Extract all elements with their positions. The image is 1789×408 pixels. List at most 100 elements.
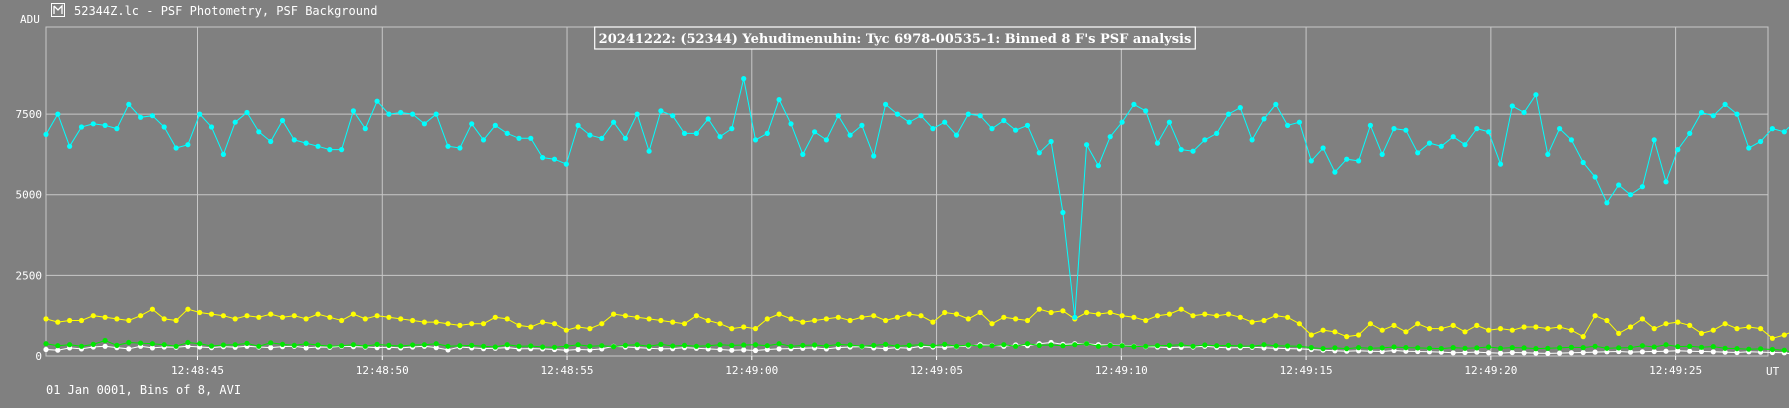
data-point <box>1356 345 1362 351</box>
data-point <box>1722 349 1728 355</box>
data-point <box>1568 327 1574 333</box>
data-point <box>457 322 463 328</box>
data-point <box>729 342 735 348</box>
data-point <box>1486 350 1492 356</box>
data-point <box>1285 314 1291 320</box>
data-point <box>681 321 688 327</box>
data-point <box>303 345 309 351</box>
data-point <box>835 113 841 119</box>
data-point <box>208 311 215 317</box>
data-point <box>1107 309 1113 316</box>
y-axis-label: ADU <box>20 13 40 26</box>
data-point <box>126 339 132 346</box>
data-point <box>1225 342 1232 348</box>
data-point <box>1580 334 1586 340</box>
data-point <box>398 343 404 349</box>
data-point <box>741 342 747 348</box>
data-point <box>1450 350 1456 356</box>
data-point <box>1438 143 1444 149</box>
data-point <box>1332 329 1338 335</box>
data-point <box>350 311 356 317</box>
series-line <box>43 337 1789 353</box>
data-point <box>942 309 948 316</box>
data-point <box>800 319 806 325</box>
data-point <box>1580 349 1586 356</box>
data-point <box>1036 342 1042 348</box>
data-point <box>90 341 96 347</box>
data-point <box>339 147 345 153</box>
data-point <box>587 326 593 332</box>
data-point <box>906 342 912 348</box>
data-point <box>1060 209 1066 216</box>
data-point <box>445 143 451 149</box>
data-point <box>1166 342 1172 348</box>
data-point <box>1710 344 1716 350</box>
data-point <box>421 319 427 325</box>
data-point <box>1722 101 1728 107</box>
data-point <box>1095 343 1101 349</box>
data-point <box>469 121 475 127</box>
data-point <box>717 346 723 353</box>
data-point <box>906 119 912 125</box>
data-point <box>1095 163 1101 169</box>
data-point <box>622 313 629 319</box>
data-point <box>1320 346 1326 352</box>
data-point <box>1379 327 1385 333</box>
data-point <box>1273 313 1279 319</box>
data-point <box>1497 161 1504 167</box>
data-point <box>1072 314 1078 320</box>
data-point <box>1639 316 1645 322</box>
data-point <box>185 339 191 346</box>
data-point <box>1604 200 1610 206</box>
data-point <box>1474 345 1480 351</box>
data-point <box>1214 313 1220 319</box>
data-point <box>492 122 498 128</box>
data-point <box>1166 311 1172 317</box>
data-point <box>670 319 676 325</box>
data-point <box>1580 345 1586 351</box>
data-point <box>930 319 936 325</box>
data-point <box>918 113 924 119</box>
data-point <box>90 313 96 319</box>
data-point <box>1344 346 1350 352</box>
data-point <box>871 153 877 159</box>
data-point <box>244 313 250 319</box>
data-point <box>268 311 274 317</box>
data-point <box>1746 324 1752 330</box>
data-point <box>930 126 936 132</box>
data-point <box>350 342 356 348</box>
data-point <box>575 342 581 348</box>
data-point <box>776 341 782 347</box>
data-point <box>1734 349 1740 356</box>
data-point <box>1356 158 1362 164</box>
data-point <box>1568 350 1574 356</box>
data-point <box>551 321 558 327</box>
data-point <box>1545 151 1551 157</box>
data-point <box>1474 126 1480 132</box>
data-point <box>1651 326 1657 332</box>
data-point <box>197 341 203 347</box>
chart-title-frame <box>594 26 1196 50</box>
data-point <box>1462 349 1468 356</box>
data-point <box>1119 343 1125 349</box>
data-point <box>90 121 96 127</box>
chart-title-box: 20241222: (52344) Yehudimenuhin: Tyc 697… <box>594 26 1196 50</box>
data-point <box>1273 101 1279 107</box>
data-point <box>634 111 640 117</box>
data-point <box>823 137 830 143</box>
data-point <box>1592 174 1598 180</box>
data-point <box>1296 343 1302 349</box>
data-point <box>1533 350 1539 356</box>
data-point <box>1509 349 1515 356</box>
data-point <box>871 313 877 319</box>
data-point <box>1687 343 1693 349</box>
data-point <box>871 342 877 348</box>
data-point <box>788 343 794 349</box>
data-point <box>1675 348 1681 354</box>
data-point <box>1627 324 1634 330</box>
data-point <box>291 313 297 319</box>
data-point <box>977 113 983 119</box>
grid <box>46 27 1768 356</box>
data-point <box>1568 344 1574 350</box>
data-point <box>1509 345 1515 351</box>
